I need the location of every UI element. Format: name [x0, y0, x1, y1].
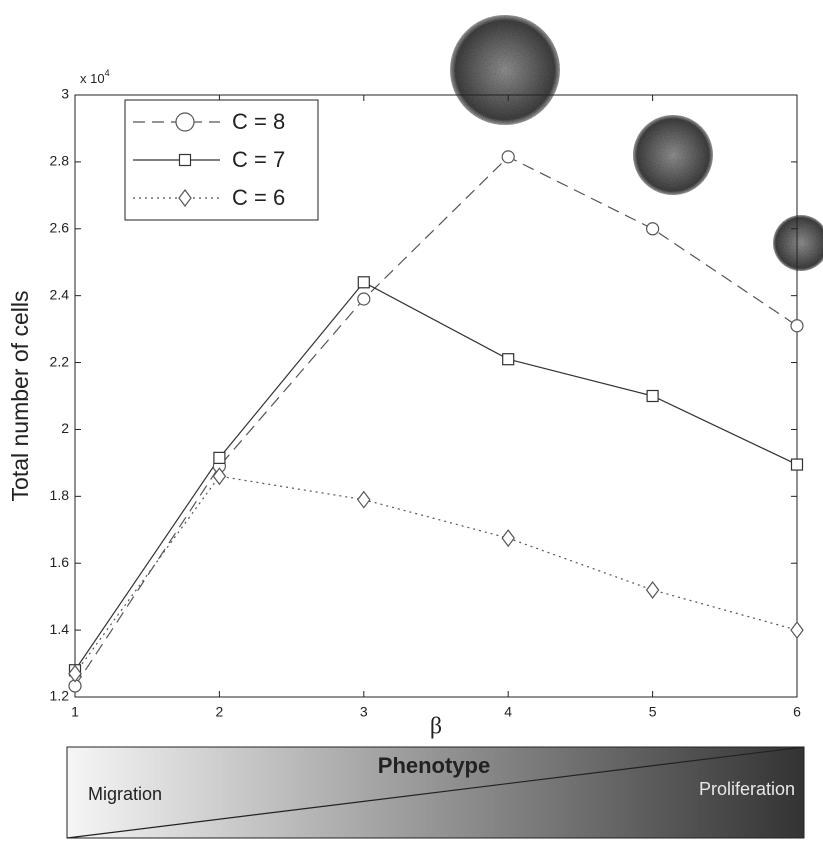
multiplier-exponent: 4	[105, 68, 110, 78]
y-tick-label: 1.2	[50, 688, 70, 704]
y-tick-label: 2.4	[50, 286, 70, 302]
y-tick-label: 1.8	[50, 487, 70, 503]
series-line	[74, 156, 798, 687]
marker	[501, 529, 515, 548]
y-tick-label: 2.8	[50, 153, 70, 169]
colony-image	[773, 215, 823, 271]
x-tick-label: 3	[360, 704, 368, 720]
y-tick-label: 2	[61, 420, 69, 436]
marker	[645, 580, 660, 599]
marker	[357, 490, 371, 509]
legend-marker	[178, 189, 192, 207]
y-tick-label: 2.6	[50, 219, 70, 235]
marker	[68, 664, 82, 683]
marker	[502, 353, 515, 366]
legend-label: C = 8	[232, 109, 285, 134]
x-tick-label: 2	[216, 704, 224, 720]
legend-marker	[175, 112, 195, 132]
marker	[645, 222, 660, 236]
colony-image	[633, 115, 713, 195]
marker	[790, 621, 804, 640]
series-line	[74, 281, 798, 671]
marker	[790, 458, 804, 471]
y-tick-label: 1.4	[50, 621, 70, 637]
phenotype-diagonal	[66, 746, 805, 839]
phenotype-right: Proliferation	[699, 779, 795, 799]
marker	[501, 150, 515, 164]
legend-label: C = 6	[232, 185, 285, 210]
x-tick-label: 1	[71, 704, 79, 720]
y-tick-label: 2.2	[50, 353, 70, 369]
multiplier-base: x 10	[80, 71, 105, 86]
marker	[212, 467, 227, 486]
y-axis-label: Total number of cells	[7, 291, 33, 502]
colony-image	[450, 15, 560, 125]
phenotype-left: Migration	[88, 784, 162, 804]
x-tick-label: 4	[504, 704, 512, 720]
marker	[357, 292, 371, 306]
y-tick-label: 1.6	[50, 554, 70, 570]
marker	[790, 319, 804, 333]
marker	[213, 451, 226, 464]
marker	[646, 389, 659, 403]
plot-frame	[74, 94, 798, 698]
legend: C = 8 C = 7 C = 6	[124, 99, 319, 221]
legend-label: C = 7	[232, 147, 285, 172]
x-axis-label: β	[430, 714, 442, 740]
phenotype-title: Phenotype	[378, 753, 490, 778]
y-tick-label: 3	[61, 86, 69, 102]
x-tick-label: 5	[649, 704, 657, 720]
legend-marker	[178, 153, 192, 167]
marker	[357, 276, 370, 289]
y-multiplier: x 104	[80, 68, 110, 86]
series-line	[74, 475, 798, 674]
x-tick-label: 6	[793, 704, 801, 720]
